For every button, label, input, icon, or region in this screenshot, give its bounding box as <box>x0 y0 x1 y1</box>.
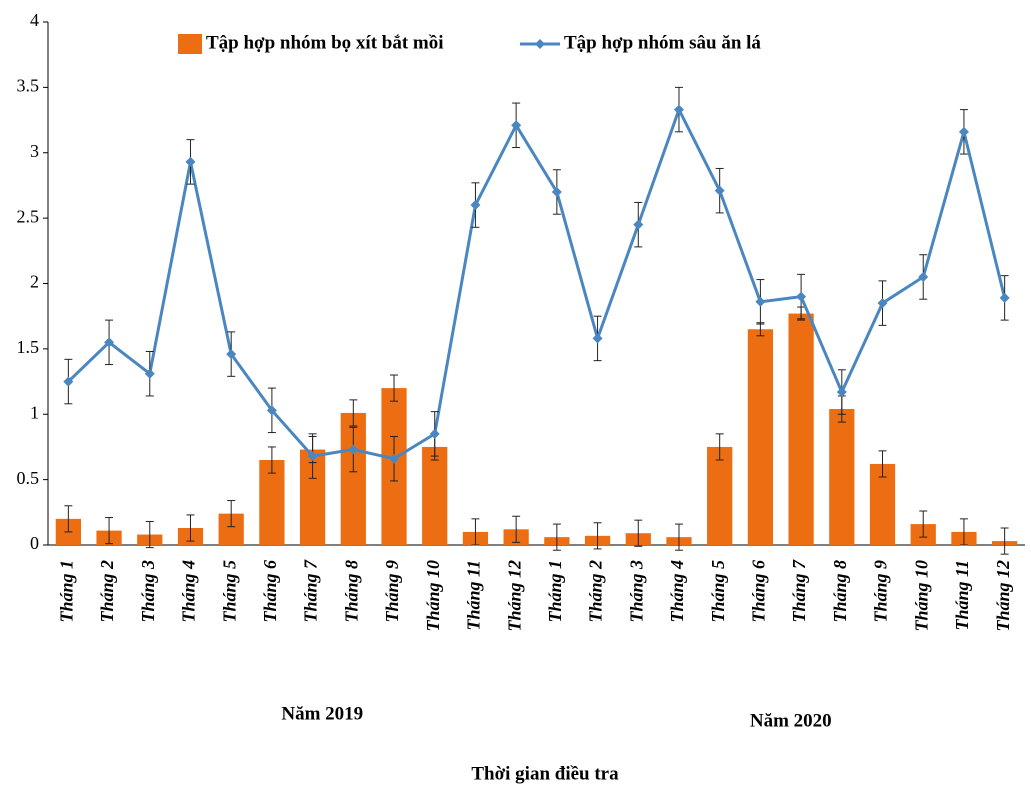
x-tick-label: Tháng 5 <box>219 560 239 623</box>
error-bar <box>145 520 154 549</box>
error-bar <box>674 523 683 551</box>
x-tick-label: Tháng 9 <box>382 560 402 623</box>
y-tick-label: 1 <box>30 402 39 422</box>
line-marker <box>348 444 359 455</box>
legend-marker <box>535 39 545 49</box>
y-tick-label: 3.5 <box>17 76 40 96</box>
error-bar <box>1000 527 1009 555</box>
error-bar <box>471 518 480 546</box>
error-bar <box>715 433 724 461</box>
line <box>67 105 1007 461</box>
legend-swatch <box>178 34 202 54</box>
line-marker <box>104 337 115 348</box>
x-tick-label: Tháng 7 <box>789 559 809 623</box>
x-tick-label: Tháng 12 <box>993 560 1013 632</box>
x-tick-label: Tháng 1 <box>545 560 565 623</box>
x-tick-label: Tháng 8 <box>341 560 361 623</box>
y-tick-label: 0 <box>30 533 39 553</box>
y-tick-label: 2.5 <box>17 206 40 226</box>
error-bar <box>105 517 114 545</box>
bar <box>788 313 814 545</box>
error-bar <box>512 515 521 543</box>
x-tick-label: Tháng 2 <box>586 560 606 623</box>
error-bar <box>64 505 73 533</box>
bar <box>259 460 285 545</box>
y-tick-label: 3 <box>30 141 39 161</box>
error-bar <box>186 514 195 542</box>
x-tick-label: Tháng 8 <box>830 560 850 623</box>
bar <box>422 446 448 545</box>
error-bar <box>593 522 602 550</box>
x-tick-label: Tháng 1 <box>56 560 76 623</box>
bar <box>707 446 733 545</box>
error-bar <box>634 519 643 547</box>
error-bar <box>267 446 276 474</box>
group-label: Năm 2020 <box>750 710 832 731</box>
x-tick-label: Tháng 3 <box>138 560 158 623</box>
line-marker <box>877 298 888 309</box>
error-bar <box>552 523 561 551</box>
line-marker <box>755 296 766 307</box>
line-marker <box>714 185 725 196</box>
line-marker <box>266 405 277 416</box>
x-tick-label: Tháng 11 <box>464 560 484 631</box>
y-tick-label: 1.5 <box>17 337 40 357</box>
x-tick-label: Tháng 6 <box>260 560 280 623</box>
x-tick-label: Tháng 3 <box>626 560 646 623</box>
x-tick-label: Tháng 4 <box>667 560 687 623</box>
line-marker <box>470 200 481 211</box>
x-tick-label: Tháng 10 <box>911 560 931 632</box>
x-tick-label: Tháng 12 <box>504 560 524 632</box>
x-tick-label: Tháng 5 <box>708 560 728 623</box>
line-marker <box>511 120 522 131</box>
x-tick-label: Tháng 10 <box>423 560 443 632</box>
legend-label: Tập hợp nhóm bọ xít bắt mồi <box>206 32 444 53</box>
x-tick-label: Tháng 4 <box>179 560 199 623</box>
line-marker <box>307 451 318 462</box>
line-marker <box>633 219 644 230</box>
group-label: Năm 2019 <box>281 703 363 724</box>
line-marker <box>226 349 237 360</box>
error-bar <box>390 374 399 402</box>
error-bar <box>227 500 236 528</box>
line-marker <box>673 104 684 115</box>
line-marker <box>429 428 440 439</box>
line-marker <box>63 376 74 387</box>
line-marker <box>592 333 603 344</box>
line-marker <box>389 453 400 464</box>
bar <box>747 329 774 545</box>
line-marker <box>796 291 807 302</box>
error-bar <box>959 518 968 546</box>
error-bar <box>878 450 887 478</box>
legend-label: Tập hợp nhóm sâu ăn lá <box>564 32 761 53</box>
x-tick-label: Tháng 6 <box>749 560 769 623</box>
y-tick-label: 0.5 <box>17 468 40 488</box>
line-marker <box>918 271 929 282</box>
error-bar <box>349 399 358 427</box>
line-marker <box>958 126 969 137</box>
x-tick-label: Tháng 2 <box>97 560 117 623</box>
line-marker <box>144 368 155 379</box>
y-tick-label: 4 <box>30 10 39 30</box>
x-tick-label: Tháng 7 <box>301 559 321 623</box>
x-tick-label: Tháng 9 <box>871 560 891 623</box>
line-marker <box>999 292 1010 303</box>
line-marker <box>551 186 562 197</box>
error-bar <box>919 510 928 538</box>
x-axis-title: Thời gian điều tra <box>471 763 619 784</box>
line-marker <box>185 156 196 167</box>
x-tick-label: Tháng 11 <box>952 560 972 631</box>
y-tick-label: 2 <box>30 272 39 292</box>
line-marker <box>836 387 847 398</box>
bar <box>829 409 855 545</box>
